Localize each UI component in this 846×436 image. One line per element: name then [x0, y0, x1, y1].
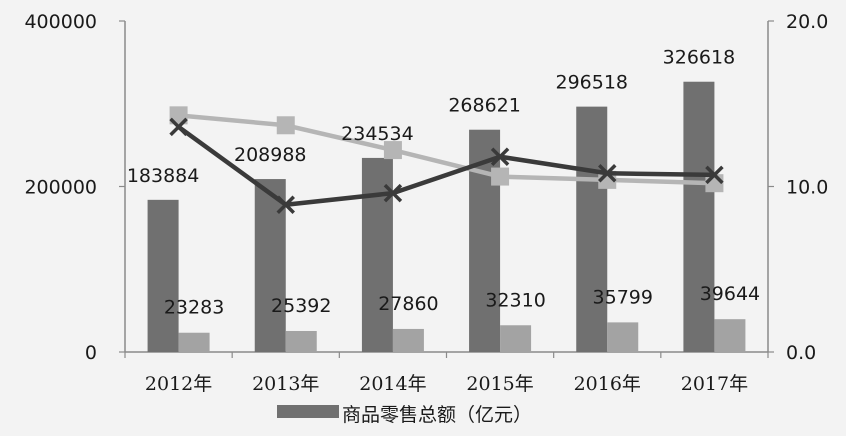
x-tick-label: 2012年 [145, 373, 212, 395]
data-label-secondary: 27860 [378, 293, 438, 315]
y-tick-label-right: 20.0 [786, 11, 828, 33]
data-label-retail-total: 208988 [234, 144, 307, 166]
y-tick-label-right: 0.0 [786, 342, 816, 364]
x-marker [276, 195, 295, 214]
x-marker [705, 165, 724, 185]
bar-secondary [607, 322, 639, 352]
line-series-2 [177, 125, 715, 207]
bar-retail-total [147, 199, 179, 352]
legend-swatch [277, 405, 339, 418]
data-label-secondary: 25392 [271, 295, 331, 317]
bar-secondary [285, 330, 317, 352]
x-tick-label: 2017年 [681, 373, 748, 395]
square-marker [276, 116, 295, 135]
y-tick-label-right: 10.0 [786, 177, 828, 199]
data-label-retail-total: 183884 [127, 165, 200, 187]
data-label-retail-total: 234534 [341, 123, 414, 145]
x-tick-label: 2016年 [574, 373, 641, 395]
data-label-retail-total: 326618 [663, 47, 736, 69]
x-marker [490, 147, 510, 166]
y-tick-label-left: 200000 [24, 177, 97, 199]
bar-secondary [500, 325, 532, 352]
x-tick-label: 2014年 [359, 373, 426, 395]
y-tick-label-left: 400000 [24, 11, 97, 33]
x-tick-label: 2015年 [466, 373, 533, 395]
data-label-secondary: 23283 [164, 297, 224, 319]
bar-retail-total [576, 106, 608, 353]
square-marker [169, 106, 188, 125]
bar-retail-total [254, 179, 286, 352]
bar-retail-total [683, 81, 715, 352]
x-marker [383, 183, 403, 203]
bar-secondary [392, 328, 424, 352]
data-label-retail-total: 296518 [555, 72, 628, 94]
legend-label: 商品零售总额（亿元） [342, 404, 532, 426]
data-label-secondary: 39644 [700, 283, 760, 305]
data-label-retail-total: 268621 [448, 95, 521, 117]
square-marker [491, 167, 510, 186]
square-marker [383, 141, 402, 160]
line-series-1 [178, 113, 715, 186]
bar-secondary [714, 319, 746, 352]
data-label-secondary: 35799 [593, 286, 653, 308]
x-marker [169, 117, 188, 137]
bar-secondary [178, 332, 210, 352]
x-tick-label: 2013年 [252, 373, 319, 395]
y-tick-label-left: 0 [85, 342, 97, 364]
x-marker [598, 164, 617, 183]
data-label-secondary: 32310 [485, 289, 545, 311]
